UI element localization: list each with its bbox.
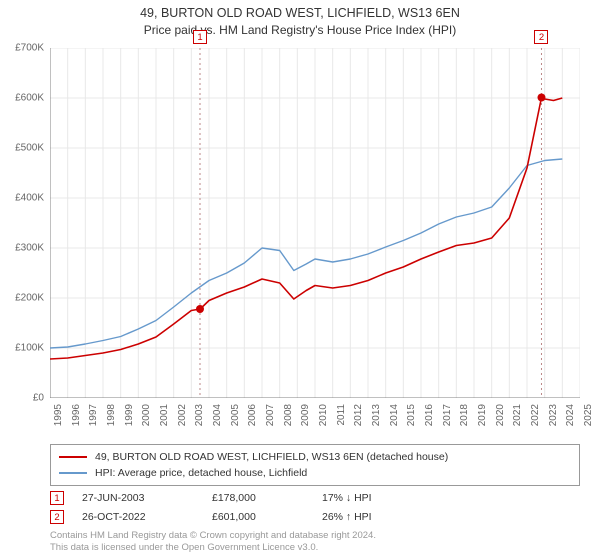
x-tick-label: 2004 <box>212 404 223 426</box>
sale-row: 2 26-OCT-2022 £601,000 26% ↑ HPI <box>50 507 580 526</box>
x-tick-label: 2005 <box>230 404 241 426</box>
sale-pct-vs-hpi: 17% ↓ HPI <box>322 492 442 504</box>
sale-pct-vs-hpi: 26% ↑ HPI <box>322 511 442 523</box>
sale-index-box: 1 <box>50 491 64 505</box>
x-tick-label: 2011 <box>336 404 347 426</box>
sale-marker-box: 1 <box>193 30 207 44</box>
y-tick-label: £300K <box>15 243 44 254</box>
legend-item: 49, BURTON OLD ROAD WEST, LICHFIELD, WS1… <box>59 449 571 465</box>
x-tick-label: 2009 <box>300 404 311 426</box>
x-tick-label: 2017 <box>442 404 453 426</box>
x-tick-label: 1995 <box>53 404 64 426</box>
sale-price: £178,000 <box>212 492 322 504</box>
sale-date: 27-JUN-2003 <box>82 492 212 504</box>
attribution-text: Contains HM Land Registry data © Crown c… <box>50 530 580 554</box>
y-tick-label: £100K <box>15 343 44 354</box>
y-tick-label: £400K <box>15 193 44 204</box>
attribution-line: Contains HM Land Registry data © Crown c… <box>50 530 580 542</box>
x-tick-label: 2023 <box>548 404 559 426</box>
x-tick-label: 2020 <box>495 404 506 426</box>
legend-label: 49, BURTON OLD ROAD WEST, LICHFIELD, WS1… <box>95 451 448 463</box>
x-tick-label: 1999 <box>124 404 135 426</box>
x-tick-label: 1998 <box>106 404 117 426</box>
y-tick-label: £0 <box>33 393 44 404</box>
chart-container: 49, BURTON OLD ROAD WEST, LICHFIELD, WS1… <box>0 0 600 560</box>
x-tick-label: 2022 <box>530 404 541 426</box>
sale-table: 1 27-JUN-2003 £178,000 17% ↓ HPI 2 26-OC… <box>50 488 580 526</box>
sale-price: £601,000 <box>212 511 322 523</box>
x-tick-label: 2024 <box>565 404 576 426</box>
chart-svg <box>50 48 580 398</box>
legend-box: 49, BURTON OLD ROAD WEST, LICHFIELD, WS1… <box>50 444 580 486</box>
x-tick-label: 2010 <box>318 404 329 426</box>
legend-label: HPI: Average price, detached house, Lich… <box>95 467 307 479</box>
legend-item: HPI: Average price, detached house, Lich… <box>59 465 571 481</box>
x-axis: 1995 1996 1997 1998 1999 2000 2001 2002 2003 2004… <box>50 400 580 440</box>
sale-date: 26-OCT-2022 <box>82 511 212 523</box>
chart-plot-area: 12 <box>50 48 580 398</box>
sale-row: 1 27-JUN-2003 £178,000 17% ↓ HPI <box>50 488 580 507</box>
x-tick-label: 2013 <box>371 404 382 426</box>
x-tick-label: 2025 <box>583 404 594 426</box>
x-tick-label: 2008 <box>283 404 294 426</box>
x-tick-label: 2012 <box>353 404 364 426</box>
x-tick-label: 2019 <box>477 404 488 426</box>
chart-subtitle: Price paid vs. HM Land Registry's House … <box>0 20 600 43</box>
x-tick-label: 2014 <box>389 404 400 426</box>
x-tick-label: 1997 <box>88 404 99 426</box>
x-tick-label: 2016 <box>424 404 435 426</box>
x-tick-label: 2000 <box>141 404 152 426</box>
x-tick-label: 2003 <box>194 404 205 426</box>
sale-marker-box: 2 <box>534 30 548 44</box>
legend-swatch <box>59 456 87 458</box>
x-tick-label: 2006 <box>247 404 258 426</box>
x-tick-label: 2015 <box>406 404 417 426</box>
x-tick-label: 2001 <box>159 404 170 426</box>
x-tick-label: 2021 <box>512 404 523 426</box>
sale-index-box: 2 <box>50 510 64 524</box>
y-tick-label: £600K <box>15 93 44 104</box>
y-tick-label: £200K <box>15 293 44 304</box>
attribution-line: This data is licensed under the Open Gov… <box>50 542 580 554</box>
x-tick-label: 2007 <box>265 404 276 426</box>
y-tick-label: £700K <box>15 43 44 54</box>
x-tick-label: 1996 <box>71 404 82 426</box>
x-tick-label: 2018 <box>459 404 470 426</box>
legend-swatch <box>59 472 87 474</box>
x-tick-label: 2002 <box>177 404 188 426</box>
y-tick-label: £500K <box>15 143 44 154</box>
y-axis: £0£100K£200K£300K£400K£500K£600K£700K <box>0 48 48 398</box>
chart-title: 49, BURTON OLD ROAD WEST, LICHFIELD, WS1… <box>0 0 600 20</box>
